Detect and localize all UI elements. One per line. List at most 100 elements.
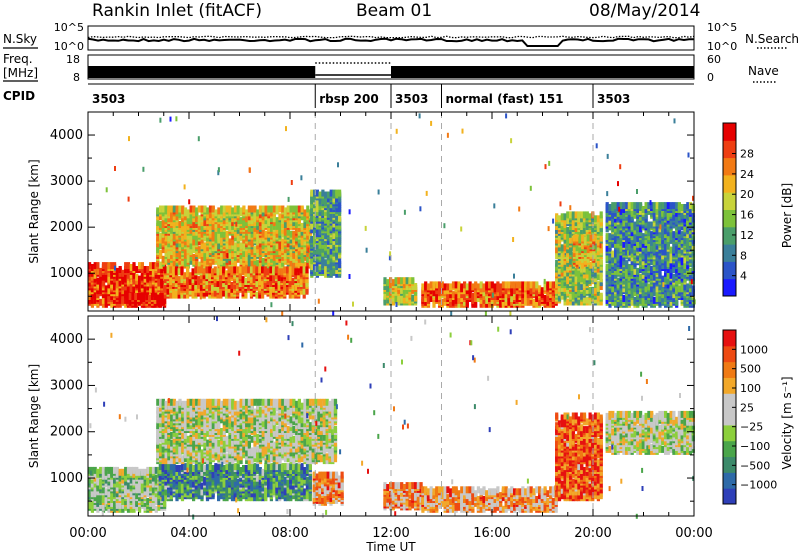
echo-cell: [432, 281, 435, 288]
echo-cell: [276, 206, 279, 213]
echo-cell: [435, 281, 438, 288]
echo-cell: [141, 262, 144, 269]
echo-cell: [658, 202, 661, 209]
echo-cell: [424, 281, 427, 288]
echo-cell: [628, 264, 631, 271]
echo-cell: [541, 287, 544, 294]
echo-cell: [636, 202, 639, 209]
freq-tick-low: 8: [73, 71, 80, 84]
echo-cell: [222, 266, 225, 273]
echo-cell: [683, 204, 686, 211]
echo-cell: [178, 268, 181, 275]
echo-cell: [633, 202, 636, 209]
echo-point: [218, 167, 220, 172]
echo-point: [302, 258, 304, 263]
echo-cell: [255, 266, 258, 273]
echo-cell: [449, 283, 452, 290]
echo-cell: [184, 207, 187, 214]
echo-cell: [251, 206, 254, 213]
echo-cell: [338, 190, 341, 197]
freq-bar: [391, 66, 442, 78]
echo-cell: [689, 202, 692, 209]
echo-cell: [138, 276, 141, 283]
echo-cell: [301, 223, 304, 230]
cpid-segment-label: rbsp 200: [319, 92, 378, 106]
echo-cell: [305, 266, 308, 273]
echo-cell: [482, 283, 485, 290]
echo-point: [691, 279, 693, 284]
echo-cell: [217, 268, 220, 275]
echo-point: [419, 206, 421, 211]
echo-cell: [430, 281, 433, 288]
echo-cell: [262, 258, 265, 265]
echo-cell: [414, 283, 417, 290]
echo-cell: [194, 266, 197, 273]
echo-cell: [319, 192, 322, 199]
echo-point: [404, 210, 406, 215]
echo-cell: [303, 209, 306, 216]
echo-cell: [172, 266, 175, 273]
echo-cell: [203, 206, 206, 213]
echo-cell: [670, 202, 673, 209]
echo-cell: [99, 299, 102, 306]
echo-cell: [586, 211, 589, 218]
echo-cell: [577, 211, 580, 218]
echo-cell: [167, 206, 170, 213]
echo-cell: [131, 293, 134, 300]
y-tick-label: 2000: [50, 220, 83, 235]
echo-cell: [566, 227, 569, 234]
echo-point: [291, 180, 293, 185]
echo-point: [106, 187, 108, 192]
echo-cell: [272, 266, 275, 273]
echo-cell: [667, 202, 670, 209]
echo-cell: [303, 266, 306, 273]
echo-cell: [192, 268, 195, 275]
echo-cell: [672, 231, 675, 238]
echo-cell: [546, 281, 549, 288]
echo-cell: [116, 268, 119, 275]
echo-cell: [516, 281, 519, 288]
cpid-segment-label: normal (fast) 151: [446, 92, 564, 106]
echo-cell: [608, 233, 611, 240]
echo-cell: [681, 204, 684, 211]
echo-point: [548, 226, 550, 231]
echo-point: [198, 136, 200, 141]
echo-cell: [656, 202, 659, 209]
echo-point: [600, 243, 602, 248]
echo-point: [130, 279, 132, 284]
echo-cell: [530, 281, 533, 288]
echo-cell: [457, 281, 460, 288]
echo-cell: [278, 206, 281, 213]
echo-point: [650, 200, 652, 205]
echo-point: [142, 167, 144, 172]
echo-cell: [226, 231, 229, 238]
echo-cell: [321, 190, 324, 197]
echo-point: [618, 207, 620, 212]
echo-cell: [566, 211, 569, 218]
echo-cell: [280, 268, 283, 275]
echo-cell: [283, 266, 286, 273]
echo-cell: [127, 262, 130, 269]
echo-cell: [622, 202, 625, 209]
echo-cell: [608, 204, 611, 211]
echo-cell: [240, 242, 243, 249]
echo-cell: [289, 266, 292, 273]
echo-cell: [255, 292, 258, 299]
echo-point: [249, 167, 251, 172]
echo-cell: [496, 281, 499, 288]
echo-cell: [244, 278, 247, 285]
echo-cell: [165, 206, 168, 213]
station-title: Rankin Inlet (fitACF): [92, 1, 262, 21]
freq-unit: [MHz]: [3, 66, 38, 80]
echo-cell: [330, 190, 333, 197]
echo-point: [548, 161, 550, 166]
echo-cell: [152, 262, 155, 269]
echo-cell: [228, 206, 231, 213]
echo-cell: [653, 202, 656, 209]
noise-tick-left-low: 10^0: [54, 40, 84, 53]
echo-cell: [239, 266, 242, 273]
nsearch-line: [88, 36, 694, 37]
echo-cell: [91, 264, 94, 271]
echo-cell: [292, 278, 295, 285]
